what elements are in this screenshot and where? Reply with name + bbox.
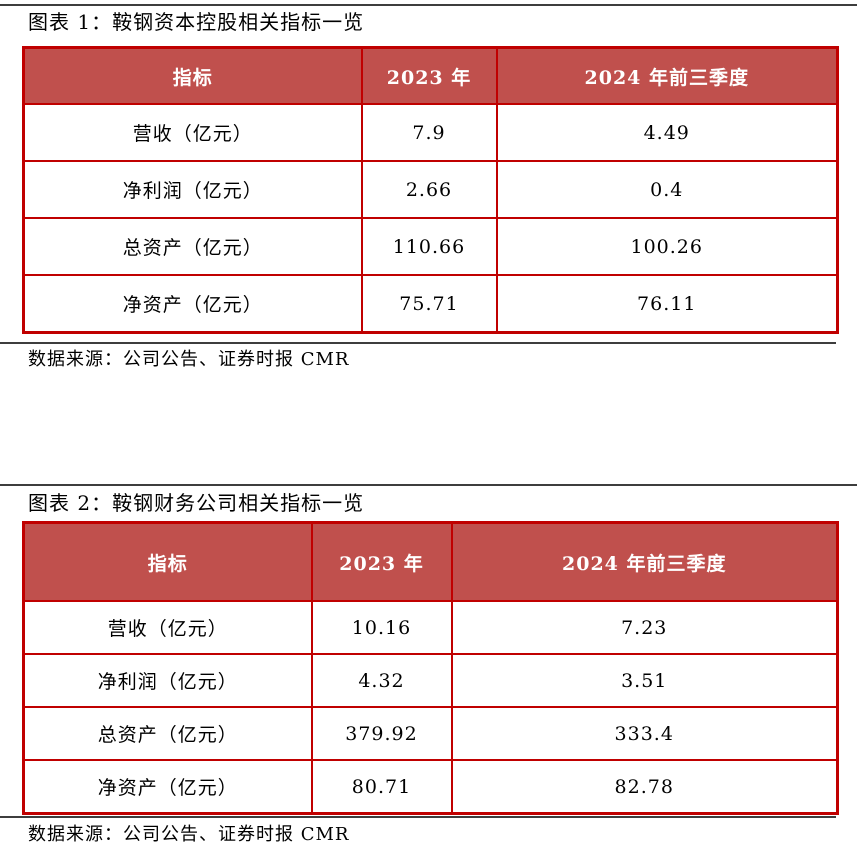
row-label: 总资产（亿元） <box>22 706 313 761</box>
value-2023: 4.32 <box>310 653 453 708</box>
value-2023: 379.92 <box>310 706 453 761</box>
table-row: 净利润（亿元） 2.66 0.4 <box>22 160 839 219</box>
value-2023: 75.71 <box>360 274 498 334</box>
figure2-table: 指标 2023 年 2024 年前三季度 营收（亿元） 10.16 7.23 净… <box>22 521 839 815</box>
value-2024q3: 4.49 <box>495 103 839 162</box>
figure1-bottom-rule <box>0 342 836 344</box>
table-row: 营收（亿元） 10.16 7.23 <box>22 600 839 655</box>
table-row: 净资产（亿元） 80.71 82.78 <box>22 759 839 815</box>
figure1-header-row: 指标 2023 年 2024 年前三季度 <box>22 46 839 105</box>
value-2024q3: 333.4 <box>450 706 839 761</box>
row-label: 总资产（亿元） <box>22 217 363 276</box>
figure2-source: 数据来源：公司公告、证券时报 CMR <box>28 824 350 845</box>
figure2-header-indicator: 指标 <box>22 521 313 602</box>
table-row: 营收（亿元） 7.9 4.49 <box>22 103 839 162</box>
row-label: 营收（亿元） <box>22 103 363 162</box>
figure1-header-2024q3: 2024 年前三季度 <box>495 46 839 105</box>
figure2-title: 图表 2：鞍钢财务公司相关指标一览 <box>28 491 365 515</box>
figure2-header-2023: 2023 年 <box>310 521 453 602</box>
table-row: 总资产（亿元） 110.66 100.26 <box>22 217 839 276</box>
value-2023: 10.16 <box>310 600 453 655</box>
figure2-header-row: 指标 2023 年 2024 年前三季度 <box>22 521 839 602</box>
row-label: 营收（亿元） <box>22 600 313 655</box>
value-2023: 2.66 <box>360 160 498 219</box>
value-2023: 7.9 <box>360 103 498 162</box>
value-2023: 110.66 <box>360 217 498 276</box>
row-label: 净资产（亿元） <box>22 759 313 815</box>
value-2024q3: 3.51 <box>450 653 839 708</box>
value-2024q3: 76.11 <box>495 274 839 334</box>
row-label: 净利润（亿元） <box>22 653 313 708</box>
figure1-header-indicator: 指标 <box>22 46 363 105</box>
table-row: 净资产（亿元） 75.71 76.11 <box>22 274 839 334</box>
figure2-top-rule <box>0 484 857 486</box>
table-row: 净利润（亿元） 4.32 3.51 <box>22 653 839 708</box>
figure1-source: 数据来源：公司公告、证券时报 CMR <box>28 349 350 370</box>
figure1-table: 指标 2023 年 2024 年前三季度 营收（亿元） 7.9 4.49 净利润… <box>22 46 839 334</box>
value-2023: 80.71 <box>310 759 453 815</box>
top-rule <box>0 4 857 6</box>
figure1-title: 图表 1：鞍钢资本控股相关指标一览 <box>28 10 365 34</box>
row-label: 净资产（亿元） <box>22 274 363 334</box>
row-label: 净利润（亿元） <box>22 160 363 219</box>
table-row: 总资产（亿元） 379.92 333.4 <box>22 706 839 761</box>
value-2024q3: 100.26 <box>495 217 839 276</box>
figure1-header-2023: 2023 年 <box>360 46 498 105</box>
figure2-header-2024q3: 2024 年前三季度 <box>450 521 839 602</box>
figure2-bottom-rule <box>0 816 836 818</box>
value-2024q3: 82.78 <box>450 759 839 815</box>
value-2024q3: 7.23 <box>450 600 839 655</box>
value-2024q3: 0.4 <box>495 160 839 219</box>
